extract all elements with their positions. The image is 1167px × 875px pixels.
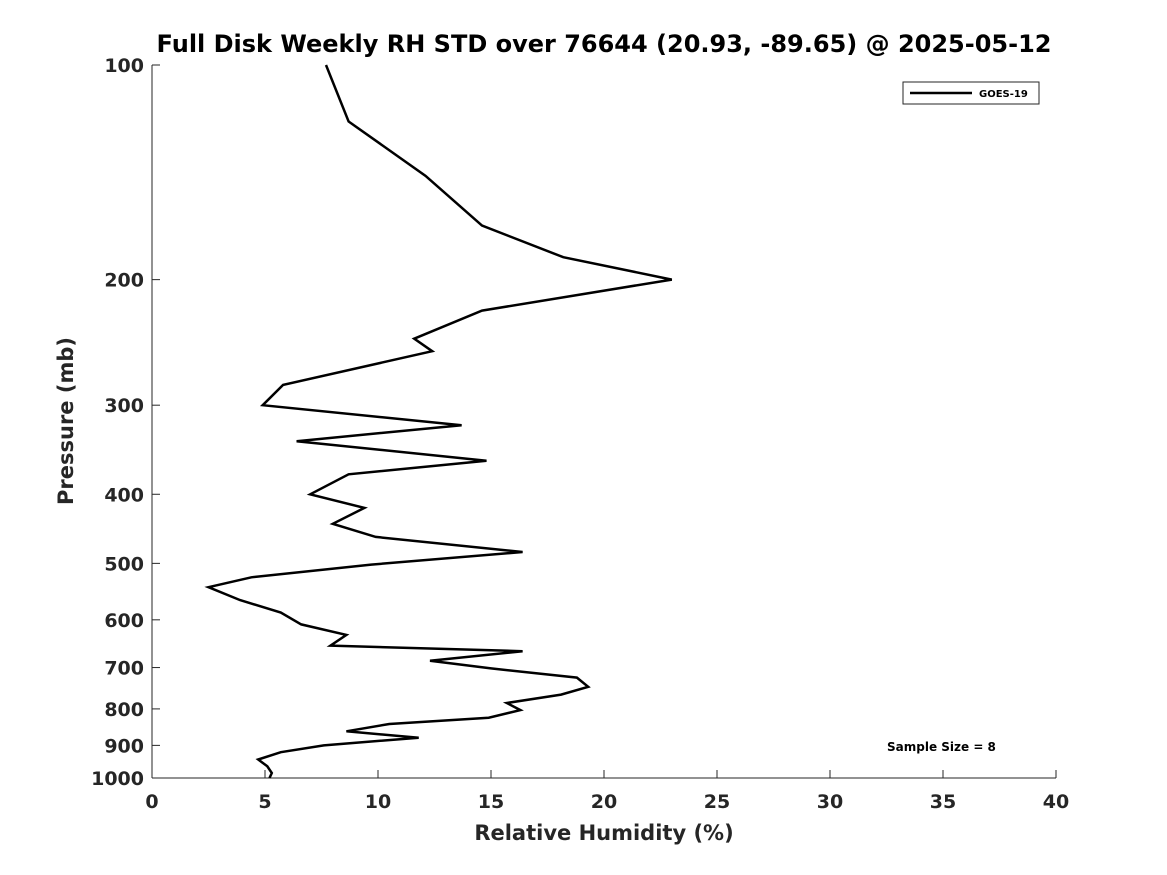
x-tick-label: 0: [145, 791, 158, 813]
y-tick-label: 900: [104, 735, 144, 757]
x-tick-label: 10: [365, 791, 391, 813]
chart-title: Full Disk Weekly RH STD over 76644 (20.9…: [157, 30, 1052, 58]
sample-size-annotation: Sample Size = 8: [887, 740, 996, 754]
x-axis-label: Relative Humidity (%): [474, 821, 733, 845]
y-axis-label: Pressure (mb): [54, 337, 78, 505]
y-tick-label: 700: [104, 658, 144, 680]
y-tick-label: 800: [104, 699, 144, 721]
series-line-goes-19: [204, 64, 673, 779]
y-tick-label: 500: [104, 553, 144, 575]
x-tick-label: 15: [478, 791, 504, 813]
x-tick-label: 25: [704, 791, 730, 813]
axes: [151, 65, 1056, 779]
x-tick-label: 20: [591, 791, 617, 813]
y-tick-label: 1000: [91, 768, 144, 790]
y-tick-label: 400: [104, 484, 144, 506]
y-tick-label: 300: [104, 395, 144, 417]
y-axis-ticks: 100 200 300 400 500 600 700 800 900 1000: [91, 55, 160, 790]
x-tick-label: 40: [1043, 791, 1069, 813]
x-tick-label: 30: [817, 791, 843, 813]
y-tick-label: 600: [104, 610, 144, 632]
y-tick-label: 100: [104, 55, 144, 77]
series-layer: [204, 64, 673, 779]
legend-label-goes-19: GOES-19: [979, 89, 1028, 100]
x-axis-ticks: 0 5 10 15 20 25 30 35 40: [145, 770, 1069, 813]
x-tick-label: 5: [258, 791, 271, 813]
legend: GOES-19: [902, 81, 1040, 105]
y-tick-label: 200: [104, 270, 144, 292]
x-tick-label: 35: [930, 791, 956, 813]
